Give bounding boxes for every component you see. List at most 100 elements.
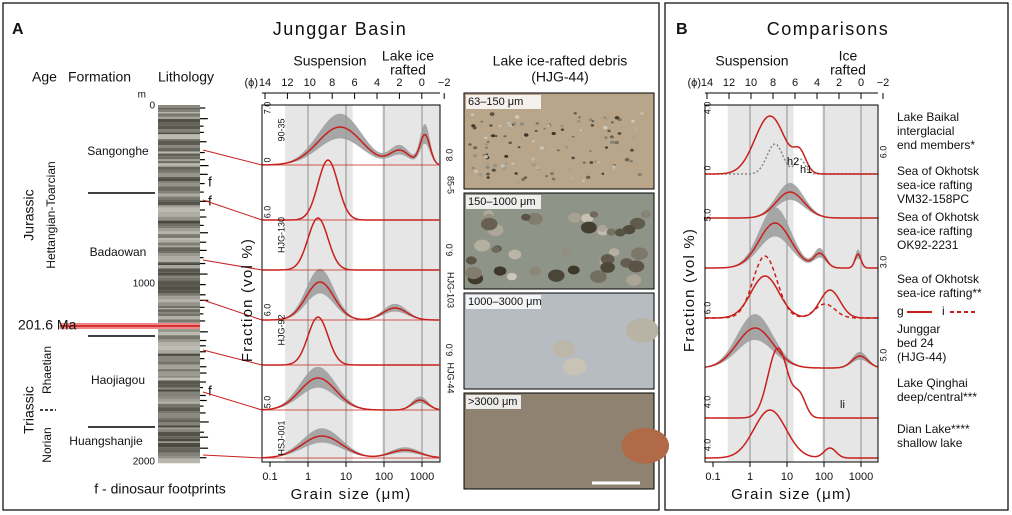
entry-label: OK92-2231: [897, 238, 959, 252]
lithology-layer: [158, 419, 200, 423]
grain: [468, 143, 472, 146]
lithology-layer: [158, 205, 200, 208]
annotation: h2: [787, 156, 799, 168]
grain: [484, 146, 488, 149]
grain: [640, 210, 652, 218]
lithology-layer: [158, 422, 200, 426]
sample-label: 85-5: [446, 176, 456, 194]
phi-tick-label: 14: [259, 77, 271, 89]
lithology-layer: [158, 342, 200, 347]
phi-label: (ϕ): [245, 77, 259, 89]
phi-tick-label: 2: [396, 77, 402, 89]
grain: [629, 162, 634, 165]
grain: [614, 116, 620, 120]
lithology-layer: [158, 387, 200, 390]
depth-tick: 2000: [133, 457, 156, 468]
lithology-layer: [158, 316, 200, 320]
band-ice: [382, 105, 440, 462]
phi-tick-label: 8: [329, 77, 335, 89]
lithology-layer: [158, 201, 200, 206]
lithology-layer: [158, 223, 200, 227]
grain: [601, 172, 605, 175]
photo-caption: >3000 μm: [468, 396, 517, 408]
grain: [630, 148, 634, 152]
lithology-layer: [158, 364, 200, 369]
lithology-layer: [158, 438, 200, 442]
boundary-label: 201.6 Ma: [18, 317, 77, 333]
envelope: [705, 314, 878, 368]
lithology-layer: [158, 332, 200, 336]
phi-tick-label: 10: [304, 77, 316, 89]
grain: [504, 154, 509, 158]
lithology-layer: [158, 428, 200, 432]
lithology-layer: [158, 119, 200, 123]
photos-title: Lake ice-rafted debris: [493, 53, 628, 69]
lithology-layer: [158, 456, 200, 459]
lithology-layer: [158, 263, 200, 266]
lithology-layer: [158, 295, 200, 297]
grain: [494, 135, 498, 138]
entry-label: Dian Lake****: [897, 422, 970, 436]
lithology-layer: [158, 339, 200, 343]
depth-tick: 1000: [133, 279, 156, 290]
formation: Huangshanjie: [69, 434, 143, 448]
grain: [521, 213, 531, 221]
formation: Badaowan: [90, 245, 147, 259]
entry-label: VM32-158PC: [897, 192, 969, 206]
x-axis-label: Grain size (μm): [731, 486, 852, 503]
grain: [548, 269, 565, 282]
region-label: Lake ice: [382, 48, 434, 64]
grain: [624, 157, 630, 162]
depth-tick: 0: [149, 101, 155, 112]
grain: [611, 165, 616, 169]
lithology-layer: [158, 234, 200, 239]
grain: [560, 128, 565, 131]
grain: [514, 172, 518, 175]
panel-label: B: [676, 21, 688, 38]
grain: [565, 145, 569, 149]
phi-tick-label: 2: [836, 77, 842, 89]
grain: [621, 427, 670, 464]
scale-label: 6.0: [444, 244, 454, 257]
connector: [202, 299, 263, 321]
grain: [506, 272, 517, 281]
entry-label: sea-ice rafting**: [897, 286, 982, 300]
lithology-layer: [158, 403, 200, 408]
lithology-layer: [158, 163, 200, 165]
lithology-layer: [158, 268, 200, 273]
phi-tick-label: 6: [792, 77, 798, 89]
scale-label: 4.0: [702, 439, 712, 452]
lithology-layer: [158, 277, 200, 280]
lithology-layer: [158, 368, 200, 372]
lithology-layer: [158, 413, 200, 419]
x-tick-label: 1: [305, 471, 311, 483]
connector: [202, 199, 263, 221]
lithology-layer: [158, 450, 200, 453]
scale-label: 6.0: [878, 146, 888, 159]
grain: [571, 165, 576, 169]
lithology-layer: [158, 272, 200, 276]
lithology-layer: [158, 199, 200, 202]
curve: [705, 255, 878, 319]
grain: [512, 122, 517, 125]
grain: [604, 117, 609, 121]
period: Triassic: [21, 386, 37, 434]
entry-label: sea-ice rafting: [897, 224, 972, 238]
lithology-layer: [158, 132, 200, 135]
lithology-layer: [158, 292, 200, 296]
grain: [580, 221, 597, 234]
entry-label: Sea of Okhotsk: [897, 164, 980, 178]
entry-label: Sea of Okhotsk: [897, 272, 980, 286]
lithology-layer: [158, 159, 200, 161]
grain: [590, 124, 594, 127]
curve: [261, 281, 440, 321]
entry-label: deep/central***: [897, 390, 977, 404]
lithology-layer: [158, 384, 200, 388]
grain: [611, 121, 614, 124]
lithology-layer: [158, 418, 200, 420]
x-tick-label: 1000: [410, 471, 434, 483]
entry-label: end members*: [897, 138, 975, 152]
lithology-layer: [158, 389, 200, 392]
lithology-layer: [158, 427, 200, 429]
grain: [543, 127, 546, 130]
